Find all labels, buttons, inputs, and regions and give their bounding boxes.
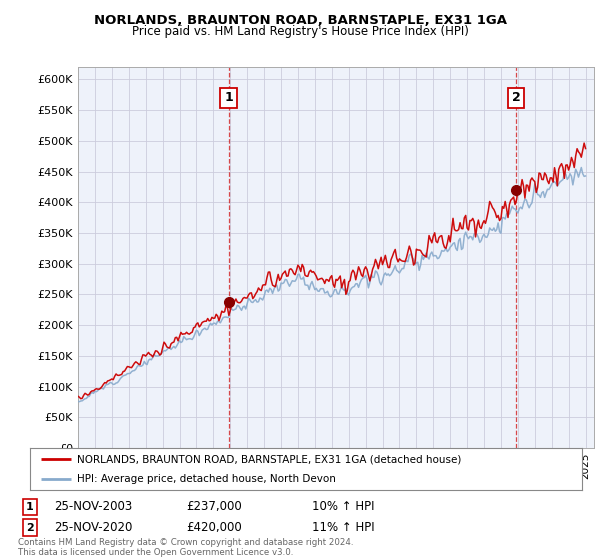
Text: HPI: Average price, detached house, North Devon: HPI: Average price, detached house, Nort… — [77, 474, 336, 484]
Text: 10% ↑ HPI: 10% ↑ HPI — [312, 500, 374, 514]
Text: 11% ↑ HPI: 11% ↑ HPI — [312, 521, 374, 534]
Text: NORLANDS, BRAUNTON ROAD, BARNSTAPLE, EX31 1GA: NORLANDS, BRAUNTON ROAD, BARNSTAPLE, EX3… — [94, 14, 506, 27]
Text: 1: 1 — [26, 502, 34, 512]
Text: 2: 2 — [512, 91, 521, 104]
Text: Price paid vs. HM Land Registry's House Price Index (HPI): Price paid vs. HM Land Registry's House … — [131, 25, 469, 38]
Text: 25-NOV-2020: 25-NOV-2020 — [54, 521, 133, 534]
Text: 25-NOV-2003: 25-NOV-2003 — [54, 500, 132, 514]
Text: 1: 1 — [224, 91, 233, 104]
Text: £420,000: £420,000 — [186, 521, 242, 534]
Text: NORLANDS, BRAUNTON ROAD, BARNSTAPLE, EX31 1GA (detached house): NORLANDS, BRAUNTON ROAD, BARNSTAPLE, EX3… — [77, 454, 461, 464]
Text: £237,000: £237,000 — [186, 500, 242, 514]
Text: 2: 2 — [26, 522, 34, 533]
Text: Contains HM Land Registry data © Crown copyright and database right 2024.
This d: Contains HM Land Registry data © Crown c… — [18, 538, 353, 557]
